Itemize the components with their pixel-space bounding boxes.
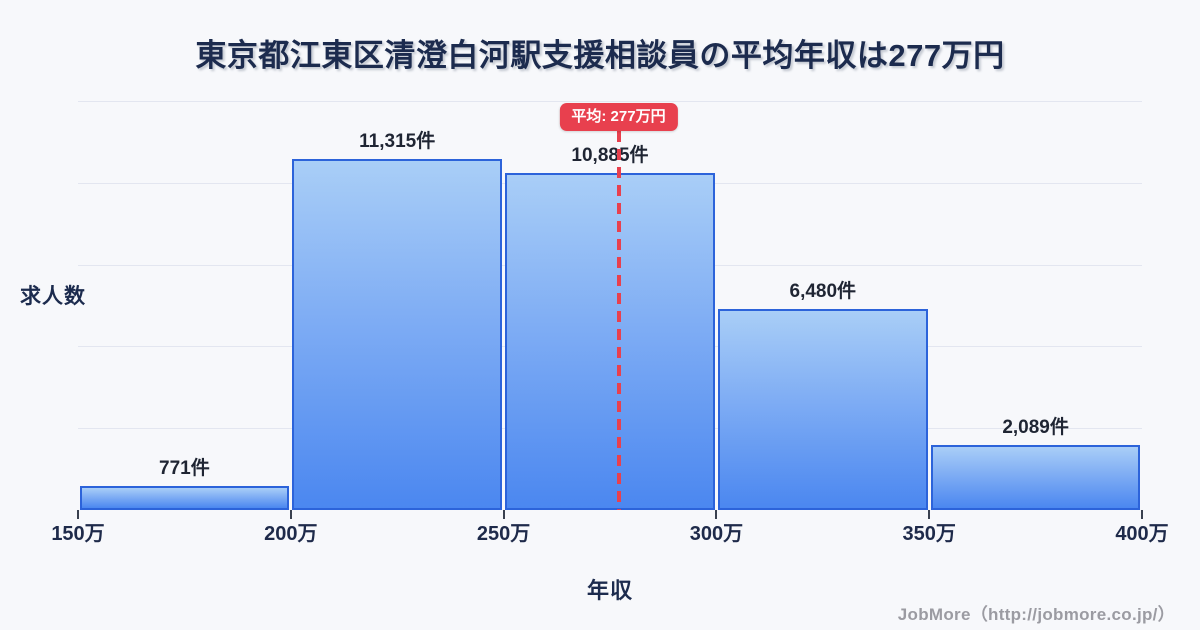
histogram-bar xyxy=(505,172,715,510)
histogram-bar xyxy=(717,309,928,510)
x-axis-tick xyxy=(928,510,931,519)
x-axis-tick-label: 200万 xyxy=(264,523,318,545)
x-axis-tick xyxy=(77,510,79,519)
x-axis-tick xyxy=(1141,510,1143,519)
bar-value-label: 6,480件 xyxy=(789,281,857,303)
y-axis-title: 求人数 xyxy=(20,285,86,308)
histogram-bar xyxy=(930,445,1141,510)
bar-value-label: 10,885件 xyxy=(571,144,649,166)
average-badge: 平均: 277万円 xyxy=(559,103,678,131)
x-axis-tick-label: 250万 xyxy=(476,523,531,545)
credit-text: JobMore（http://jobmore.co.jp/） xyxy=(897,605,1175,624)
histogram-bar xyxy=(292,159,503,510)
x-axis-tick-label: 300万 xyxy=(689,523,744,545)
x-axis-tick xyxy=(502,510,505,519)
x-axis-tick xyxy=(289,510,292,519)
bar-value-label: 2,089件 xyxy=(1002,417,1069,439)
x-axis-tick-label: 150万 xyxy=(51,523,105,545)
x-axis-tick-label: 400万 xyxy=(1115,523,1169,545)
bar-value-label: 771件 xyxy=(159,458,210,480)
chart-title: 東京都江東区清澄白河駅支援相談員の平均年収は277万円 xyxy=(195,38,1005,73)
x-axis-tick-label: 350万 xyxy=(902,523,956,545)
x-axis-tick xyxy=(715,510,718,519)
x-axis-title: 年収 xyxy=(586,578,633,603)
bar-value-label: 11,315件 xyxy=(359,131,436,153)
histogram-bar xyxy=(79,486,290,510)
average-dashed-line xyxy=(616,131,621,510)
gridline xyxy=(78,101,1142,102)
